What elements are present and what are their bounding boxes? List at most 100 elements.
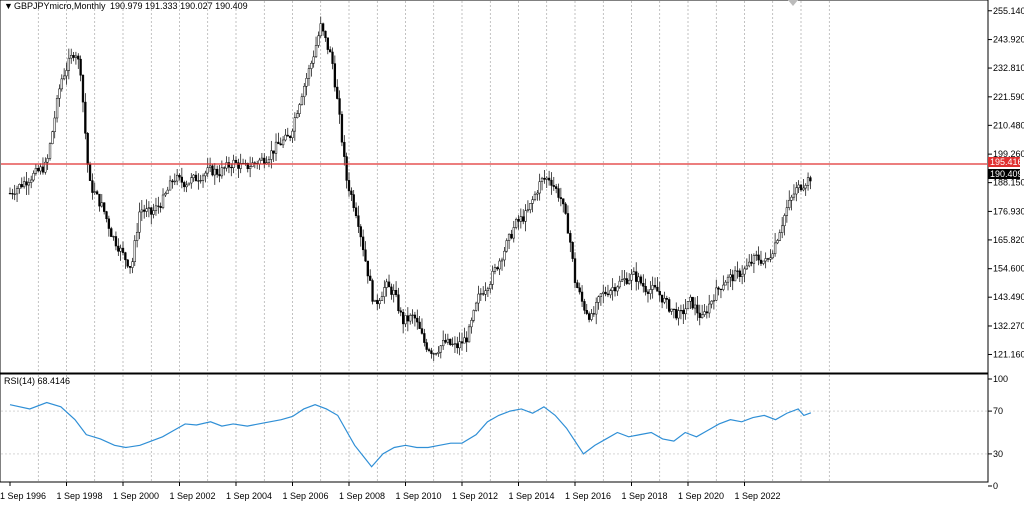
candle-body: [58, 88, 61, 99]
candle-body: [199, 180, 202, 182]
candle-body: [345, 156, 348, 181]
candle-body: [93, 191, 96, 193]
candle-body: [693, 304, 697, 309]
x-tick-label: 1 Sep 2006: [283, 491, 329, 501]
candle-body: [84, 101, 87, 134]
shift-marker-icon[interactable]: [788, 0, 798, 6]
candle-body: [39, 166, 42, 172]
candle-body: [70, 55, 73, 59]
candle-body: [790, 196, 793, 201]
candle-body: [498, 260, 501, 270]
candle-body: [668, 299, 671, 312]
rsi-y-tick-label: 70: [993, 406, 1003, 416]
candle-body: [223, 167, 226, 169]
x-tick-label: 1 Sep 2016: [565, 491, 611, 501]
x-tick-label: 1 Sep 2008: [339, 491, 385, 501]
candle-body: [81, 74, 85, 103]
candle-body: [277, 141, 280, 145]
candle-body: [642, 283, 645, 287]
candle-body: [585, 310, 588, 314]
candle-body: [124, 252, 127, 261]
candle-body: [733, 270, 737, 282]
candle-body: [538, 181, 541, 194]
candle-body: [512, 227, 515, 239]
candle-body: [413, 314, 417, 319]
candle-body: [510, 233, 513, 239]
candle-body: [211, 165, 214, 176]
grid-lines: [37, 1, 830, 481]
candle-body: [514, 219, 518, 228]
candle-body: [274, 141, 278, 154]
candle-body: [635, 271, 638, 282]
candle-body: [773, 242, 777, 255]
x-tick-label: 1 Sep 2000: [113, 491, 159, 501]
symbol-label: GBPJPYmicro,Monthly: [14, 1, 106, 11]
candle-body: [150, 207, 153, 215]
price-candles[interactable]: [1, 16, 987, 362]
candle-body: [458, 341, 461, 349]
candle-body: [201, 175, 205, 181]
candle-body: [496, 267, 499, 270]
candle-body: [333, 63, 337, 88]
x-tick-label: 1 Sep 2018: [622, 491, 668, 501]
candle-body: [164, 193, 167, 196]
candle-body: [20, 184, 23, 188]
candle-body: [41, 166, 45, 173]
candle-body: [439, 345, 442, 353]
candle-body: [272, 150, 275, 154]
candle-body: [218, 174, 221, 177]
candle-body: [340, 114, 344, 143]
candle-body: [359, 226, 362, 238]
candle-body: [465, 337, 468, 343]
header-arrow-icon[interactable]: ▼: [4, 1, 13, 11]
candle-body: [336, 86, 339, 99]
candle-body: [651, 285, 654, 290]
candle-body: [206, 167, 209, 174]
candle-body: [785, 207, 789, 216]
candle-body: [194, 174, 198, 182]
axes: 1 Sep 1996 1 Sep 1998 1 Sep 2000 1 Sep 2002…: [0, 6, 1024, 501]
candle-body: [529, 203, 532, 211]
candle-body: [597, 296, 600, 303]
candle-body: [653, 285, 657, 288]
candle-body: [533, 193, 537, 200]
candle-body: [743, 268, 746, 275]
candle-body: [764, 258, 767, 262]
candle-body: [190, 177, 193, 184]
x-tick-label: 1 Sep 2012: [452, 491, 498, 501]
candle-body: [696, 304, 699, 314]
candle-body: [482, 293, 485, 295]
candle-body: [350, 190, 353, 195]
candle-body: [65, 70, 68, 77]
candle-body: [489, 284, 492, 290]
candle-body: [234, 159, 238, 163]
candle-body: [665, 297, 668, 300]
rsi-plot: [1, 401, 987, 468]
candle-body: [467, 326, 471, 343]
candle-body: [67, 57, 71, 71]
candle-body: [460, 341, 464, 344]
candle-body: [698, 312, 701, 318]
candle-body: [237, 162, 240, 169]
candle-body: [590, 313, 593, 320]
candle-body: [347, 180, 351, 192]
candle-body: [519, 216, 523, 222]
candle-body: [44, 161, 47, 173]
candle-body: [147, 207, 151, 209]
candle-body: [213, 168, 216, 176]
candle-body: [208, 165, 212, 169]
candle-body: [72, 55, 75, 58]
candle-body: [507, 233, 511, 241]
candle-body: [253, 162, 256, 164]
candle-body: [34, 168, 38, 174]
candle-body: [319, 23, 322, 37]
candle-body: [296, 113, 299, 118]
candle-body: [719, 288, 723, 291]
candle-body: [77, 55, 80, 60]
candle-body: [404, 315, 407, 325]
candle-body: [376, 299, 379, 305]
candle-body: [517, 219, 520, 222]
candle-body: [592, 313, 595, 315]
